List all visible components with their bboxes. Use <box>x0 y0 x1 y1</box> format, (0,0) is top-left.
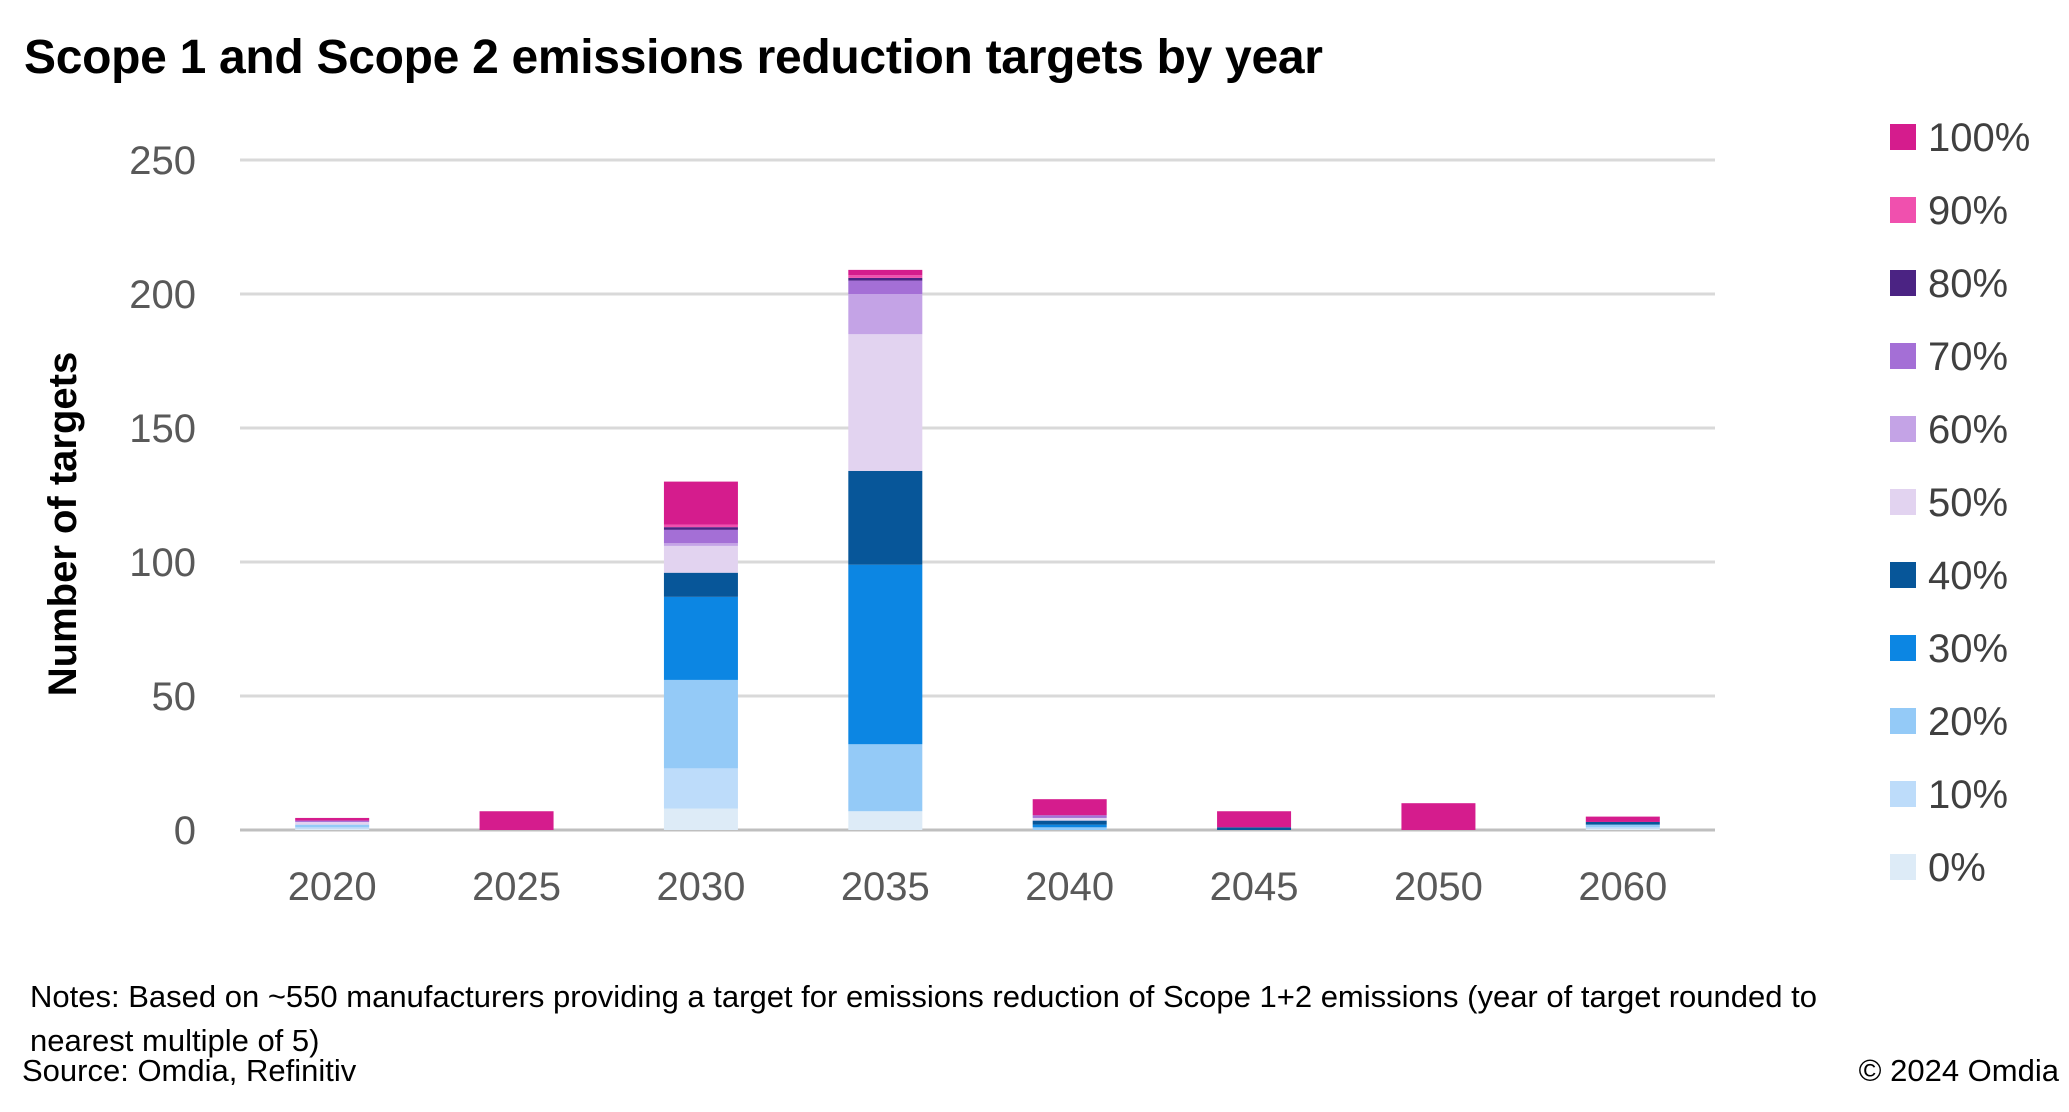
bar-segment-2030-50pct <box>663 545 738 573</box>
y-tick-label: 50 <box>152 675 197 719</box>
bar-segment-2045-40pct <box>1217 827 1292 830</box>
legend-swatch <box>1890 489 1916 515</box>
bar-segment-2035-30pct <box>848 564 923 745</box>
y-tick-label: 200 <box>129 273 196 317</box>
bar-segment-2020-50pct <box>295 821 370 825</box>
chart-title: Scope 1 and Scope 2 emissions reduction … <box>24 31 1323 84</box>
bar-segment-2035-0pct <box>848 811 923 830</box>
bar-segment-2030-90pct <box>663 524 738 528</box>
bar-segment-2020-10pct <box>295 827 370 829</box>
x-tick-label: 2035 <box>841 865 930 909</box>
gridlines <box>240 158 1715 832</box>
legend-swatch <box>1890 343 1916 369</box>
bar-segment-2035-40pct <box>848 470 923 565</box>
bar-segment-2035-50pct <box>848 334 923 471</box>
bar-segment-2040-100pct <box>1032 799 1107 816</box>
x-tick-label: 2045 <box>1210 865 1299 909</box>
y-tick-label: 250 <box>129 139 196 183</box>
bar-segment-2030-60pct <box>663 543 738 546</box>
legend-swatch <box>1890 708 1916 734</box>
bar-segment-2040-40pct <box>1032 820 1107 825</box>
bar-segment-2030-70pct <box>663 529 738 544</box>
legend-label: 40% <box>1928 554 2008 598</box>
bar-segment-2025-100pct <box>479 811 554 830</box>
bar-segment-2045-100pct <box>1217 811 1292 828</box>
y-axis-ticks: 0 50 100 150 200 250 <box>129 139 196 853</box>
bar-segment-2035-80pct <box>848 277 923 281</box>
x-tick-label: 2020 <box>288 865 377 909</box>
legend-swatch <box>1890 270 1916 296</box>
x-axis-ticks: 2020 2025 2030 2035 2040 2045 2050 2060 <box>288 865 1668 909</box>
y-tick-label: 150 <box>129 407 196 451</box>
bar-segment-2020-100pct <box>295 817 370 821</box>
legend-label: 20% <box>1928 700 2008 744</box>
bar-segment-2060-10pct <box>1585 827 1660 829</box>
bar-segment-2020-0pct <box>295 828 370 830</box>
legend-swatch <box>1890 781 1916 807</box>
stacked-bar-chart: 0 50 100 150 200 250 2020 2025 2030 2035 2040 2045… <box>41 116 2030 909</box>
legend-swatch <box>1890 562 1916 588</box>
legend-swatch <box>1890 416 1916 442</box>
bar-segment-2035-20pct <box>848 744 923 812</box>
legend-label: 30% <box>1928 627 2008 671</box>
bar-segment-2040-50pct <box>1032 817 1107 821</box>
y-tick-label: 100 <box>129 541 196 585</box>
legend-swatch <box>1890 854 1916 880</box>
bar-segment-2030-20pct <box>663 679 738 769</box>
legend-label: 60% <box>1928 408 2008 452</box>
legend-label: 50% <box>1928 481 2008 525</box>
chart-source: Source: Omdia, Refinitiv <box>22 1053 357 1088</box>
x-tick-label: 2060 <box>1578 865 1667 909</box>
legend-swatch <box>1890 124 1916 150</box>
bar-segment-2040-20pct <box>1032 827 1107 830</box>
legend-label: 0% <box>1928 846 1986 890</box>
copyright: © 2024 Omdia <box>1858 1053 2059 1088</box>
legend-label: 10% <box>1928 773 2008 817</box>
bar-segment-2020-20pct <box>295 824 370 828</box>
x-tick-label: 2025 <box>472 865 561 909</box>
bar-segment-2060-40pct <box>1585 821 1660 825</box>
legend-label: 80% <box>1928 262 2008 306</box>
bar-segment-2060-100pct <box>1585 816 1660 822</box>
bar-segment-2035-100pct <box>848 269 923 276</box>
x-tick-label: 2040 <box>1025 865 1114 909</box>
legend: 100% 90% 80% 70% 60% 50% 40% 30% 20% 10% 0% <box>1890 116 2030 890</box>
bar-segment-2060-20pct <box>1585 824 1660 828</box>
legend-swatch <box>1890 635 1916 661</box>
bar-segment-2030-40pct <box>663 572 738 597</box>
bar-segment-2035-70pct <box>848 280 923 294</box>
bar-segment-2035-90pct <box>848 275 923 278</box>
legend-label: 90% <box>1928 189 2008 233</box>
bar-segment-2060-0pct <box>1585 828 1660 830</box>
bar-segment-2040-30pct <box>1032 824 1107 828</box>
y-tick-label: 0 <box>174 809 196 853</box>
bar-segment-2040-70pct <box>1032 815 1107 818</box>
bar-segment-2030-10pct <box>663 768 738 809</box>
bar-segment-2030-80pct <box>663 527 738 530</box>
legend-label: 100% <box>1928 116 2030 160</box>
legend-swatch <box>1890 197 1916 223</box>
bar-segment-2035-60pct <box>848 294 923 335</box>
legend-label: 70% <box>1928 335 2008 379</box>
bar-segment-2020-70pct <box>295 820 370 822</box>
bar-segment-2030-100pct <box>663 481 738 525</box>
bars <box>295 269 1660 830</box>
x-tick-label: 2050 <box>1394 865 1483 909</box>
x-tick-label: 2030 <box>656 865 745 909</box>
y-axis-label: Number of targets <box>41 352 85 697</box>
bar-segment-2030-0pct <box>663 808 738 830</box>
bar-segment-2050-100pct <box>1401 803 1476 830</box>
bar-segment-2030-30pct <box>663 596 738 680</box>
chart-notes: Notes: Based on ~550 manufacturers provi… <box>30 979 1817 1058</box>
